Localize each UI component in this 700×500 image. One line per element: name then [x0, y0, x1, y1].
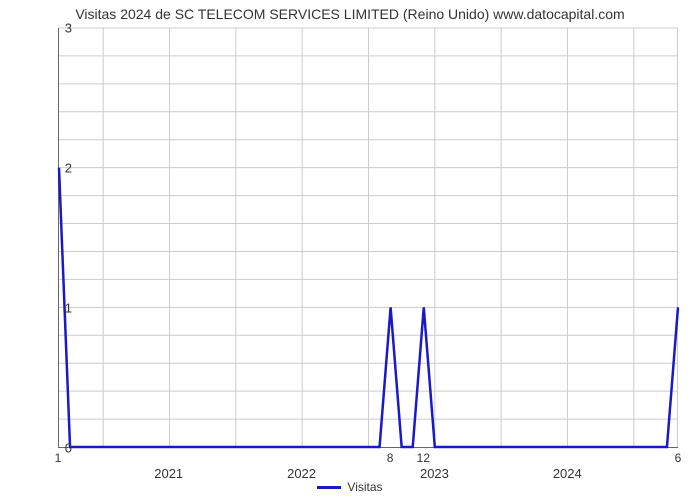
legend-swatch — [317, 486, 341, 489]
x-data-label: 12 — [417, 451, 430, 465]
y-tick-label: 1 — [52, 301, 72, 316]
plot-area — [58, 28, 678, 448]
visits-chart: Visitas 2024 de SC TELECOM SERVICES LIMI… — [0, 0, 700, 500]
chart-title: Visitas 2024 de SC TELECOM SERVICES LIMI… — [0, 6, 700, 22]
legend-label: Visitas — [347, 480, 382, 494]
x-data-label: 6 — [675, 451, 682, 465]
y-tick-label: 2 — [52, 161, 72, 176]
x-data-label: 8 — [387, 451, 394, 465]
grid-and-line-svg — [59, 28, 678, 447]
legend-item-visitas: Visitas — [317, 480, 382, 494]
x-data-label: 1 — [55, 451, 62, 465]
legend: Visitas — [0, 476, 700, 495]
y-tick-label: 3 — [52, 21, 72, 36]
